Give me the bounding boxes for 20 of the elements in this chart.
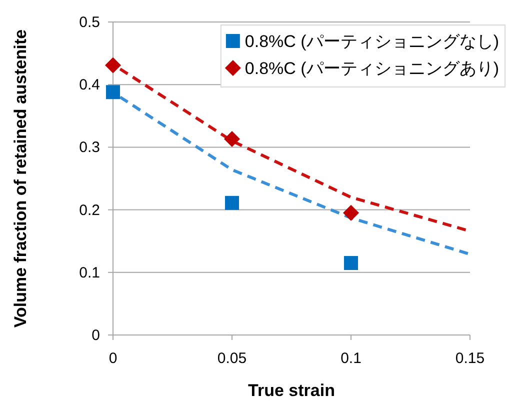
y-tick-label: 0 — [92, 327, 100, 344]
point — [105, 57, 121, 74]
y-tick-label: 0.5 — [79, 14, 100, 31]
y-tick-label: 0.3 — [79, 139, 100, 156]
y-tick-label: 0.2 — [79, 202, 100, 219]
legend-label: 0.8%C (パーティショニングなし) — [244, 32, 499, 51]
point — [225, 196, 239, 210]
y-axis-title: Volume fraction of retained austenite — [11, 29, 30, 328]
x-tick-label: 0.1 — [340, 350, 362, 367]
x-tick-label: 0 — [108, 350, 118, 367]
x-axis-title: True strain — [248, 381, 335, 400]
point — [224, 131, 240, 148]
point — [106, 85, 120, 100]
point — [343, 204, 359, 221]
x-tick-label: 0.15 — [455, 350, 485, 367]
y-tick-label: 0.4 — [79, 76, 100, 94]
point — [344, 256, 358, 270]
y-tick-label: 0.1 — [79, 264, 100, 282]
legend-label: 0.8%C (パーティショニングあり) — [244, 59, 499, 78]
x-tick-label: 0.05 — [217, 350, 247, 367]
